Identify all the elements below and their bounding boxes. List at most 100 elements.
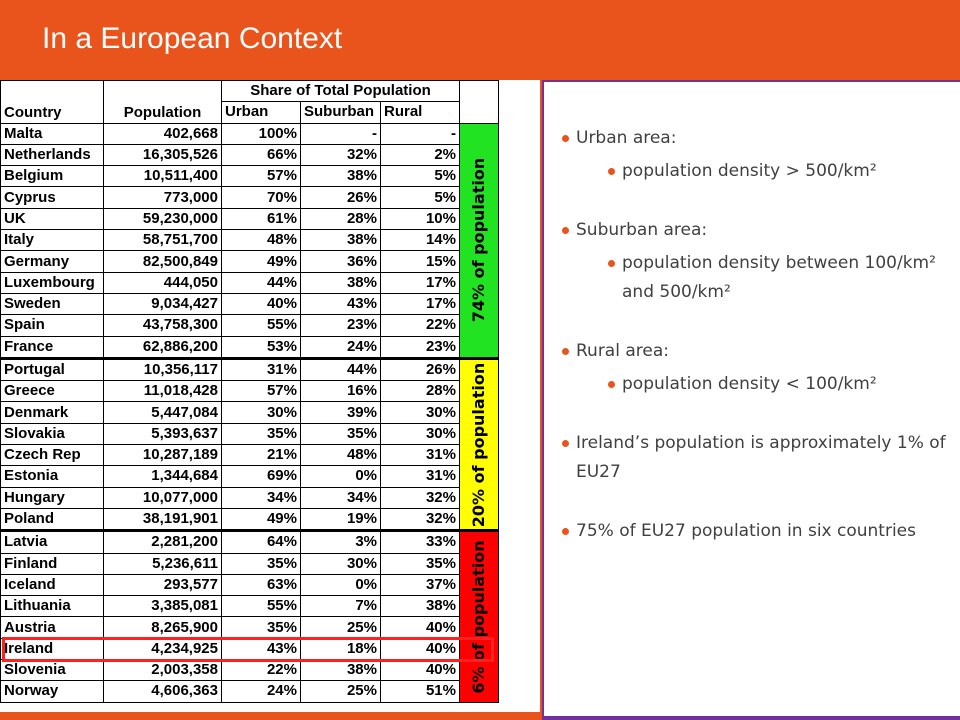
- table-row: Slovenia 2,003,358 22% 38% 40%: [0, 659, 499, 682]
- cell-country: Slovakia: [0, 422, 104, 446]
- table-row: Italy 58,751,700 48% 38% 14%: [0, 229, 499, 252]
- cell-country: Malta: [0, 122, 104, 145]
- cell-country: Iceland: [0, 573, 104, 597]
- bullet-text: Urban area:: [576, 128, 677, 148]
- table-row: Spain 43,758,300 55% 23% 22%: [0, 314, 499, 337]
- cell-country: Italy: [0, 229, 104, 252]
- cell-suburban: 25%: [300, 616, 381, 639]
- bullet-item: Rural area:: [562, 337, 952, 366]
- cell-urban: 55%: [221, 314, 301, 337]
- cell-urban: 49%: [221, 507, 301, 532]
- cell-urban: 70%: [221, 186, 301, 209]
- cell-suburban: 39%: [300, 401, 381, 424]
- bullet-item: Urban area:: [562, 124, 952, 153]
- slide-header: In a European Context: [0, 0, 960, 80]
- cell-country: UK: [0, 207, 104, 231]
- table-row: Lithuania 3,385,081 55% 7% 38%: [0, 595, 499, 618]
- bullet-item: 75% of EU27 population in six countries: [562, 517, 952, 546]
- sub-bullet-dot-icon: [608, 260, 615, 267]
- bullet-dot-icon: [562, 348, 569, 355]
- bullet-spacer: [562, 487, 952, 517]
- sub-bullet-dot-icon: [608, 168, 615, 175]
- cell-country: Norway: [0, 680, 104, 703]
- cell-rural: 33%: [380, 529, 460, 554]
- population-table-container: Country Population Share of Total Popula…: [0, 80, 540, 712]
- cell-country: France: [0, 335, 104, 359]
- table-body: Malta 402,668 100% - -74% of population Nethe…: [0, 122, 499, 703]
- cell-suburban: 32%: [300, 143, 381, 167]
- cell-suburban: 43%: [300, 292, 381, 316]
- cell-population: 444,050: [103, 271, 222, 294]
- ireland-highlight-box: [2, 637, 494, 662]
- table-row: Norway 4,606,363 24% 25% 51%: [0, 680, 499, 703]
- cell-suburban: 38%: [300, 165, 381, 188]
- cell-urban: 21%: [221, 444, 301, 467]
- col-header-urban: Urban: [221, 101, 301, 124]
- cell-country: Czech Rep: [0, 444, 104, 467]
- cell-suburban: 48%: [300, 444, 381, 467]
- cell-rural: 51%: [380, 680, 460, 703]
- table-row: Slovakia 5,393,637 35% 35% 30%: [0, 422, 499, 446]
- col-header-rural: Rural: [380, 101, 460, 124]
- cell-rural: 5%: [380, 165, 460, 188]
- cell-population: 1,344,684: [103, 465, 222, 488]
- cell-country: Finland: [0, 552, 104, 575]
- cell-population: 5,393,637: [103, 422, 222, 446]
- table-row: Czech Rep 10,287,189 21% 48% 31%: [0, 444, 499, 467]
- cell-country: Spain: [0, 314, 104, 337]
- table-row: Netherlands 16,305,526 66% 32% 2%: [0, 143, 499, 167]
- cell-population: 5,447,084: [103, 401, 222, 424]
- cell-country: Lithuania: [0, 595, 104, 618]
- cell-rural: 30%: [380, 422, 460, 446]
- cell-urban: 31%: [221, 356, 301, 382]
- cell-population: 59,230,000: [103, 207, 222, 231]
- cell-population: 58,751,700: [103, 229, 222, 252]
- table-row: Germany 82,500,849 49% 36% 15%: [0, 250, 499, 273]
- cell-suburban: 28%: [300, 207, 381, 231]
- cell-population: 773,000: [103, 186, 222, 209]
- bullet-spacer: [562, 399, 952, 429]
- cell-urban: 66%: [221, 143, 301, 167]
- table-row: Finland 5,236,611 35% 30% 35%: [0, 552, 499, 575]
- cell-urban: 24%: [221, 680, 301, 703]
- group-band: 20% of population: [459, 356, 499, 532]
- cell-country: Poland: [0, 507, 104, 532]
- cell-rural: 35%: [380, 552, 460, 575]
- cell-suburban: 24%: [300, 335, 381, 359]
- bullet-dot-icon: [562, 135, 569, 142]
- col-header-group: [459, 80, 499, 124]
- cell-country: Netherlands: [0, 143, 104, 167]
- cell-suburban: 34%: [300, 486, 381, 509]
- bullet-item: Ireland’s population is approximately 1%…: [562, 429, 952, 487]
- cell-rural: 22%: [380, 314, 460, 337]
- cell-suburban: 36%: [300, 250, 381, 273]
- bullet-dot-icon: [562, 440, 569, 447]
- cell-country: Austria: [0, 616, 104, 639]
- sub-bullet-text: population density between 100/km² and 5…: [622, 253, 936, 302]
- cell-rural: 2%: [380, 143, 460, 167]
- group-band: 74% of population: [459, 122, 499, 359]
- cell-urban: 100%: [221, 122, 301, 145]
- bullet-dot-icon: [562, 528, 569, 535]
- cell-country: Latvia: [0, 529, 104, 554]
- cell-country: Sweden: [0, 292, 104, 316]
- bullet-text: Rural area:: [576, 341, 669, 361]
- col-header-suburban: Suburban: [300, 101, 381, 124]
- cell-urban: 57%: [221, 165, 301, 188]
- sub-bullet-item: population density > 500/km²: [562, 157, 952, 186]
- cell-population: 293,577: [103, 573, 222, 597]
- cell-rural: 17%: [380, 292, 460, 316]
- cell-rural: 28%: [380, 380, 460, 403]
- cell-urban: 49%: [221, 250, 301, 273]
- table-row: Greece 11,018,428 57% 16% 28%: [0, 380, 499, 403]
- cell-urban: 22%: [221, 659, 301, 682]
- group-band: 6% of population: [459, 529, 499, 703]
- cell-rural: 5%: [380, 186, 460, 209]
- cell-suburban: 38%: [300, 271, 381, 294]
- cell-country: Belgium: [0, 165, 104, 188]
- cell-country: Germany: [0, 250, 104, 273]
- table-row: Portugal 10,356,117 31% 44% 26% 20% of popula…: [0, 356, 499, 532]
- bullet-item: Suburban area:: [562, 216, 952, 245]
- col-header-country: Country: [0, 80, 104, 124]
- cell-rural: 17%: [380, 271, 460, 294]
